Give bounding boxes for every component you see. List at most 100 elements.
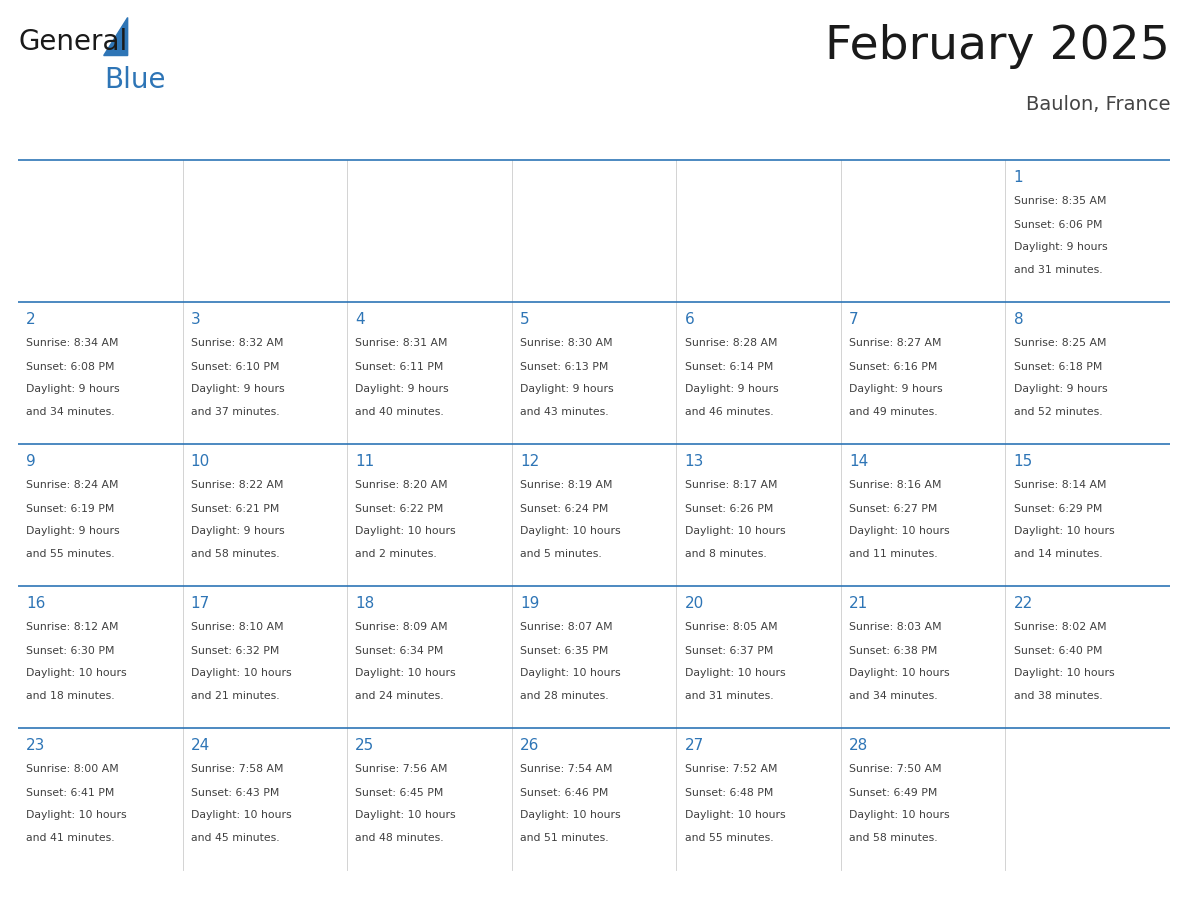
Text: Sunrise: 7:50 AM: Sunrise: 7:50 AM <box>849 764 942 774</box>
Text: 1: 1 <box>1013 170 1023 185</box>
Text: and 14 minutes.: and 14 minutes. <box>1013 549 1102 559</box>
Text: Sunrise: 8:28 AM: Sunrise: 8:28 AM <box>684 338 777 348</box>
Text: 19: 19 <box>520 596 539 611</box>
Text: Sunrise: 8:30 AM: Sunrise: 8:30 AM <box>520 338 613 348</box>
Text: Daylight: 9 hours: Daylight: 9 hours <box>1013 242 1107 252</box>
Text: Sunset: 6:30 PM: Sunset: 6:30 PM <box>26 645 115 655</box>
Text: Sunrise: 8:22 AM: Sunrise: 8:22 AM <box>191 479 283 489</box>
Text: Sunrise: 8:12 AM: Sunrise: 8:12 AM <box>26 621 119 632</box>
Text: and 38 minutes.: and 38 minutes. <box>1013 691 1102 701</box>
Text: Sunrise: 8:27 AM: Sunrise: 8:27 AM <box>849 338 942 348</box>
Text: 14: 14 <box>849 453 868 469</box>
Text: 2: 2 <box>26 312 36 327</box>
Text: Sunrise: 8:34 AM: Sunrise: 8:34 AM <box>26 338 119 348</box>
Text: Sunrise: 8:31 AM: Sunrise: 8:31 AM <box>355 338 448 348</box>
Text: Daylight: 10 hours: Daylight: 10 hours <box>191 811 291 821</box>
Text: 23: 23 <box>26 738 45 753</box>
Text: Daylight: 10 hours: Daylight: 10 hours <box>1013 668 1114 678</box>
Text: General: General <box>18 28 127 55</box>
Text: Daylight: 9 hours: Daylight: 9 hours <box>191 526 284 536</box>
Text: Daylight: 10 hours: Daylight: 10 hours <box>355 668 456 678</box>
Text: Sunrise: 8:00 AM: Sunrise: 8:00 AM <box>26 764 119 774</box>
Text: 11: 11 <box>355 453 374 469</box>
Text: Sunrise: 8:19 AM: Sunrise: 8:19 AM <box>520 479 613 489</box>
Text: and 18 minutes.: and 18 minutes. <box>26 691 115 701</box>
Text: Daylight: 10 hours: Daylight: 10 hours <box>26 668 127 678</box>
Text: Daylight: 10 hours: Daylight: 10 hours <box>849 811 949 821</box>
Text: Daylight: 10 hours: Daylight: 10 hours <box>684 668 785 678</box>
Text: Sunrise: 8:24 AM: Sunrise: 8:24 AM <box>26 479 119 489</box>
Text: 10: 10 <box>191 453 210 469</box>
Text: Daylight: 10 hours: Daylight: 10 hours <box>849 526 949 536</box>
Text: Sunrise: 8:35 AM: Sunrise: 8:35 AM <box>1013 196 1106 206</box>
Text: Sunrise: 8:32 AM: Sunrise: 8:32 AM <box>191 338 283 348</box>
Text: Wednesday: Wednesday <box>522 135 606 150</box>
Text: Daylight: 10 hours: Daylight: 10 hours <box>520 526 620 536</box>
Text: Daylight: 10 hours: Daylight: 10 hours <box>520 811 620 821</box>
Text: Sunrise: 8:16 AM: Sunrise: 8:16 AM <box>849 479 942 489</box>
Text: 17: 17 <box>191 596 210 611</box>
Text: Sunset: 6:41 PM: Sunset: 6:41 PM <box>26 788 114 798</box>
Text: Daylight: 9 hours: Daylight: 9 hours <box>849 385 943 395</box>
Text: Sunset: 6:48 PM: Sunset: 6:48 PM <box>684 788 773 798</box>
Text: Sunset: 6:13 PM: Sunset: 6:13 PM <box>520 362 608 372</box>
Text: and 46 minutes.: and 46 minutes. <box>684 407 773 417</box>
Text: Sunset: 6:26 PM: Sunset: 6:26 PM <box>684 504 773 514</box>
Text: and 21 minutes.: and 21 minutes. <box>191 691 279 701</box>
Text: and 52 minutes.: and 52 minutes. <box>1013 407 1102 417</box>
Text: and 37 minutes.: and 37 minutes. <box>191 407 279 417</box>
Text: and 45 minutes.: and 45 minutes. <box>191 833 279 843</box>
Text: Sunset: 6:08 PM: Sunset: 6:08 PM <box>26 362 115 372</box>
Text: Sunset: 6:29 PM: Sunset: 6:29 PM <box>1013 504 1102 514</box>
Text: Sunrise: 8:25 AM: Sunrise: 8:25 AM <box>1013 338 1106 348</box>
Text: 9: 9 <box>26 453 36 469</box>
Text: Sunset: 6:21 PM: Sunset: 6:21 PM <box>191 504 279 514</box>
Text: Sunset: 6:35 PM: Sunset: 6:35 PM <box>520 645 608 655</box>
Text: Sunrise: 8:14 AM: Sunrise: 8:14 AM <box>1013 479 1106 489</box>
Text: Friday: Friday <box>851 135 895 150</box>
Text: Monday: Monday <box>192 135 249 150</box>
Text: Sunset: 6:11 PM: Sunset: 6:11 PM <box>355 362 444 372</box>
Text: Sunset: 6:18 PM: Sunset: 6:18 PM <box>1013 362 1102 372</box>
Text: Daylight: 9 hours: Daylight: 9 hours <box>1013 385 1107 395</box>
Text: Sunrise: 8:09 AM: Sunrise: 8:09 AM <box>355 621 448 632</box>
Text: Daylight: 10 hours: Daylight: 10 hours <box>191 668 291 678</box>
Text: Sunrise: 8:02 AM: Sunrise: 8:02 AM <box>1013 621 1106 632</box>
Text: 28: 28 <box>849 738 868 753</box>
Text: Sunset: 6:14 PM: Sunset: 6:14 PM <box>684 362 773 372</box>
Polygon shape <box>103 17 127 55</box>
Text: 24: 24 <box>191 738 210 753</box>
Text: Daylight: 9 hours: Daylight: 9 hours <box>26 526 120 536</box>
Text: and 43 minutes.: and 43 minutes. <box>520 407 608 417</box>
Text: Blue: Blue <box>105 65 166 94</box>
Text: Sunset: 6:27 PM: Sunset: 6:27 PM <box>849 504 937 514</box>
Text: Sunset: 6:40 PM: Sunset: 6:40 PM <box>1013 645 1102 655</box>
Text: Baulon, France: Baulon, France <box>1025 95 1170 115</box>
Text: 6: 6 <box>684 312 694 327</box>
Text: 26: 26 <box>520 738 539 753</box>
Text: Sunrise: 8:17 AM: Sunrise: 8:17 AM <box>684 479 777 489</box>
Text: Thursday: Thursday <box>687 135 754 150</box>
Text: Daylight: 9 hours: Daylight: 9 hours <box>520 385 613 395</box>
Text: Daylight: 10 hours: Daylight: 10 hours <box>355 811 456 821</box>
Text: and 34 minutes.: and 34 minutes. <box>849 691 937 701</box>
Text: 20: 20 <box>684 596 703 611</box>
Text: Tuesday: Tuesday <box>358 135 417 150</box>
Text: Sunset: 6:38 PM: Sunset: 6:38 PM <box>849 645 937 655</box>
Text: and 40 minutes.: and 40 minutes. <box>355 407 444 417</box>
Text: and 58 minutes.: and 58 minutes. <box>191 549 279 559</box>
Text: Daylight: 10 hours: Daylight: 10 hours <box>26 811 127 821</box>
Text: Daylight: 10 hours: Daylight: 10 hours <box>355 526 456 536</box>
Text: Sunset: 6:24 PM: Sunset: 6:24 PM <box>520 504 608 514</box>
Text: 4: 4 <box>355 312 365 327</box>
Text: Daylight: 10 hours: Daylight: 10 hours <box>1013 526 1114 536</box>
Text: Sunrise: 7:54 AM: Sunrise: 7:54 AM <box>520 764 613 774</box>
Text: Daylight: 9 hours: Daylight: 9 hours <box>355 385 449 395</box>
Text: Sunset: 6:34 PM: Sunset: 6:34 PM <box>355 645 444 655</box>
Text: Sunset: 6:37 PM: Sunset: 6:37 PM <box>684 645 773 655</box>
Text: February 2025: February 2025 <box>826 25 1170 70</box>
Text: and 48 minutes.: and 48 minutes. <box>355 833 444 843</box>
Text: Daylight: 9 hours: Daylight: 9 hours <box>684 385 778 395</box>
Text: Sunrise: 7:52 AM: Sunrise: 7:52 AM <box>684 764 777 774</box>
Text: Sunset: 6:10 PM: Sunset: 6:10 PM <box>191 362 279 372</box>
